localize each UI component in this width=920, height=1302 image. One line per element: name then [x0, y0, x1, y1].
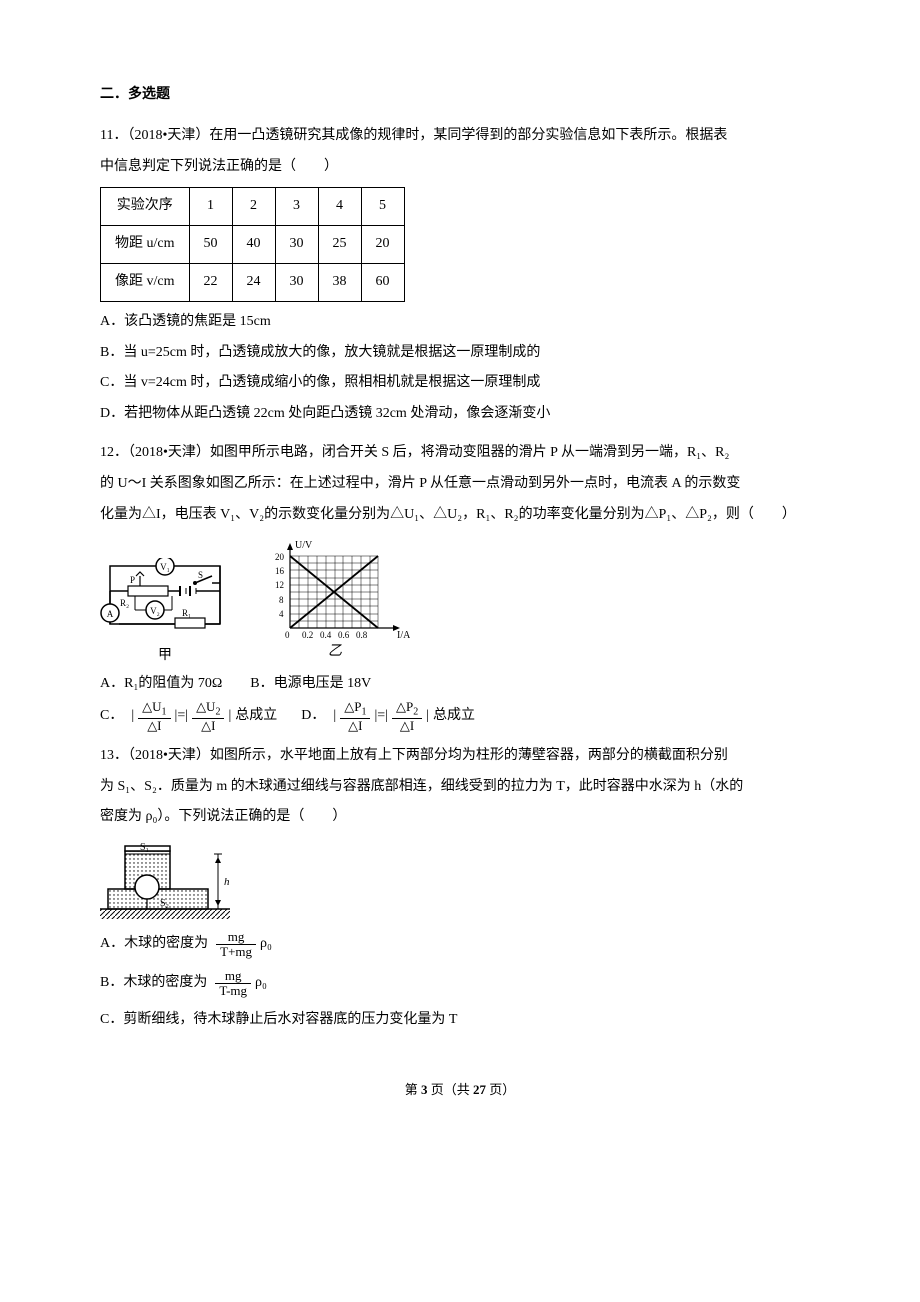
- q13-diagram: S₁ S₂ h: [100, 841, 820, 921]
- svg-text:4: 4: [279, 609, 284, 619]
- q12-c-label: C．: [100, 701, 123, 732]
- cell: 25: [318, 226, 361, 264]
- cell: 5: [361, 188, 404, 226]
- q11-table: 实验次序 1 2 3 4 5 物距 u/cm 50 40 30 25 20 像距…: [100, 187, 405, 301]
- svg-text:0: 0: [285, 630, 290, 640]
- q13-stem-3: 密度为 ρ₀）。下列说法正确的是（ ）: [100, 802, 820, 833]
- cell: 像距 v/cm: [101, 263, 190, 301]
- q11-stem-2: 中信息判定下列说法正确的是（ ）: [100, 152, 820, 183]
- svg-text:A: A: [107, 609, 114, 619]
- q13-opt-b: B．木球的密度为 mg T-mg ρ₀: [100, 968, 820, 999]
- question-11: 11．（2018•天津）在用一凸透镜研究其成像的规律时，某同学得到的部分实验信息…: [100, 121, 820, 430]
- q12-opt-ab: A．R₁的阻值为 70Ω B．电源电压是 18V: [100, 669, 820, 700]
- svg-text:0.8: 0.8: [356, 630, 368, 640]
- svg-text:S₁: S₁: [140, 842, 149, 853]
- q13-stem-1: 13．（2018•天津）如图所示，水平地面上放有上下两部分均为柱形的薄壁容器，两…: [100, 741, 820, 772]
- q13-stem-2: 为 S₁、S₂．质量为 m 的木球通过细线与容器底部相连，细线受到的拉力为 T，…: [100, 772, 820, 803]
- caption-jia: 甲: [100, 648, 230, 665]
- rho-b: ρ₀: [255, 968, 267, 999]
- q11-opt-b: B．当 u=25cm 时，凸透镜成放大的像，放大镜就是根据这一原理制成的: [100, 338, 820, 369]
- svg-text:R₂: R₂: [120, 598, 129, 608]
- cell: 60: [361, 263, 404, 301]
- frac-a: mg T+mg: [216, 930, 256, 960]
- q12-d-tail: 总成立: [433, 701, 475, 732]
- svg-text:h: h: [224, 876, 230, 888]
- graph-icon: U/V I/A 20: [260, 538, 410, 648]
- caption-yi: 乙: [260, 644, 410, 661]
- q13-opt-c: C．剪断细线，待木球静止后水对容器底的压力变化量为 T: [100, 1005, 820, 1036]
- svg-text:P: P: [130, 575, 135, 585]
- cell: 2: [232, 188, 275, 226]
- svg-text:16: 16: [275, 566, 285, 576]
- section-title: 二．多选题: [100, 80, 820, 111]
- svg-text:V₂: V₂: [150, 606, 160, 616]
- cell: 50: [189, 226, 232, 264]
- page-footer: 第 3 页（共 27 页）: [100, 1076, 820, 1105]
- cell: 4: [318, 188, 361, 226]
- frac-dp2: △P2 △I: [392, 700, 422, 733]
- rho-a: ρ₀: [260, 929, 272, 960]
- cell: 22: [189, 263, 232, 301]
- svg-text:8: 8: [279, 595, 284, 605]
- svg-text:I/A: I/A: [397, 630, 410, 641]
- svg-text:R₁: R₁: [182, 608, 191, 618]
- q12-figures: V₁ S P R₂: [100, 538, 820, 665]
- q12-stem-1: 12．（2018•天津）如图甲所示电路，闭合开关 S 后，将滑动变阻器的滑片 P…: [100, 438, 820, 469]
- svg-text:0.6: 0.6: [338, 630, 350, 640]
- svg-text:S₂: S₂: [160, 898, 169, 909]
- svg-text:0.4: 0.4: [320, 630, 332, 640]
- q11-opt-d: D．若把物体从距凸透镜 22cm 处向距凸透镜 32cm 处滑动，像会逐渐变小: [100, 399, 820, 430]
- cell: 1: [189, 188, 232, 226]
- cell: 40: [232, 226, 275, 264]
- q11-opt-a: A．该凸透镜的焦距是 15cm: [100, 307, 820, 338]
- q12-c-tail: 总成立: [235, 701, 277, 732]
- cell: 实验次序: [101, 188, 190, 226]
- frac-du2: △U2 △I: [192, 700, 224, 733]
- q11-stem-1: 11．（2018•天津）在用一凸透镜研究其成像的规律时，某同学得到的部分实验信息…: [100, 121, 820, 152]
- cell: 38: [318, 263, 361, 301]
- svg-text:0.2: 0.2: [302, 630, 313, 640]
- cell: 30: [275, 263, 318, 301]
- frac-du1: △U1 △I: [138, 700, 170, 733]
- svg-text:S: S: [198, 570, 203, 580]
- q12-d-label: D．: [301, 701, 325, 732]
- graph-yi: U/V I/A 20: [260, 538, 410, 665]
- svg-text:U/V: U/V: [295, 540, 313, 551]
- q12-stem-2: 的 U～I 关系图象如图乙所示：在上述过程中，滑片 P 从任意一点滑动到另外一点…: [100, 469, 820, 500]
- cell: 物距 u/cm: [101, 226, 190, 264]
- question-13: 13．（2018•天津）如图所示，水平地面上放有上下两部分均为柱形的薄壁容器，两…: [100, 741, 820, 1036]
- cell: 20: [361, 226, 404, 264]
- q12-opt-cd: C． | △U1 △I |=| △U2 △I | 总成立 D． | △P1 △I…: [100, 700, 820, 733]
- cell: 30: [275, 226, 318, 264]
- circuit-icon: V₁ S P R₂: [100, 558, 230, 648]
- frac-dp1: △P1 △I: [340, 700, 370, 733]
- frac-b: mg T-mg: [215, 969, 251, 999]
- cell: 24: [232, 263, 275, 301]
- cell: 3: [275, 188, 318, 226]
- question-12: 12．（2018•天津）如图甲所示电路，闭合开关 S 后，将滑动变阻器的滑片 P…: [100, 438, 820, 733]
- svg-text:V₁: V₁: [160, 562, 170, 572]
- q13-opt-a: A．木球的密度为 mg T+mg ρ₀: [100, 929, 820, 960]
- svg-text:20: 20: [275, 552, 285, 562]
- container-icon: S₁ S₂ h: [100, 841, 250, 921]
- circuit-jia: V₁ S P R₂: [100, 558, 230, 665]
- q12-stem-3: 化量为△I，电压表 V₁、V₂的示数变化量分别为△U₁、△U₂，R₁、R₂的功率…: [100, 500, 820, 531]
- svg-text:12: 12: [275, 580, 284, 590]
- q11-opt-c: C．当 v=24cm 时，凸透镜成缩小的像，照相相机就是根据这一原理制成: [100, 368, 820, 399]
